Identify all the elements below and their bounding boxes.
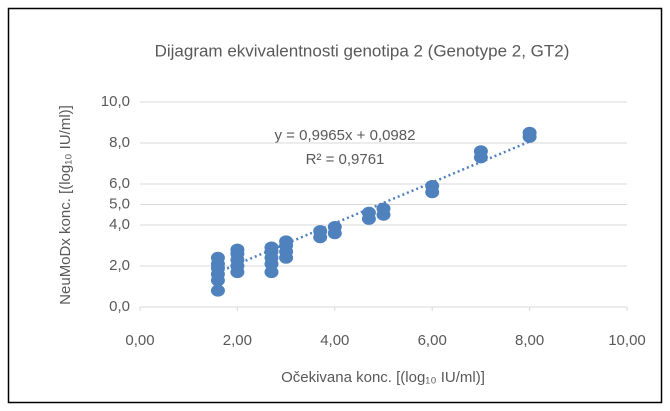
data-point bbox=[210, 251, 225, 264]
y-tick-label: 0,0 bbox=[109, 298, 130, 315]
data-point bbox=[279, 235, 294, 248]
chart-title: Dijagram ekvivalentnosti genotipa 2 (Gen… bbox=[155, 41, 570, 60]
data-point bbox=[473, 145, 488, 158]
y-tick-label: 4,0 bbox=[109, 216, 130, 233]
y-tick-label: 2,0 bbox=[109, 257, 130, 274]
y-tick-label: 6,0 bbox=[109, 175, 130, 192]
x-tick-label: 10,00 bbox=[608, 332, 646, 349]
data-point bbox=[327, 221, 342, 234]
data-point bbox=[313, 225, 328, 238]
data-point bbox=[376, 202, 391, 215]
x-tick-label: 2,00 bbox=[223, 332, 252, 349]
data-point bbox=[230, 243, 245, 256]
r-squared: R² = 0,9761 bbox=[306, 151, 385, 168]
data-point bbox=[264, 266, 279, 279]
y-axis-label: NeuMoDx konc. [(log₁₀ IU/ml)] bbox=[57, 105, 74, 305]
x-tick-label: 0,00 bbox=[125, 332, 154, 349]
x-tick-label: 4,00 bbox=[320, 332, 349, 349]
chart-border bbox=[7, 7, 663, 404]
data-point bbox=[425, 180, 440, 193]
data-point bbox=[264, 241, 279, 254]
x-tick-label: 6,00 bbox=[418, 332, 447, 349]
x-tick-label: 8,00 bbox=[515, 332, 544, 349]
y-tick-label: 8,0 bbox=[109, 134, 130, 151]
data-point bbox=[522, 126, 537, 139]
equation: y = 0,9965x + 0,0982 bbox=[275, 127, 416, 144]
x-axis-label: Očekivana konc. [(log₁₀ IU/ml)] bbox=[281, 369, 485, 386]
data-point bbox=[361, 206, 376, 219]
y-tick-label: 10,0 bbox=[101, 93, 130, 110]
data-point bbox=[210, 284, 225, 297]
trendline bbox=[217, 140, 531, 274]
y-tick-label: 5,0 bbox=[109, 195, 130, 212]
